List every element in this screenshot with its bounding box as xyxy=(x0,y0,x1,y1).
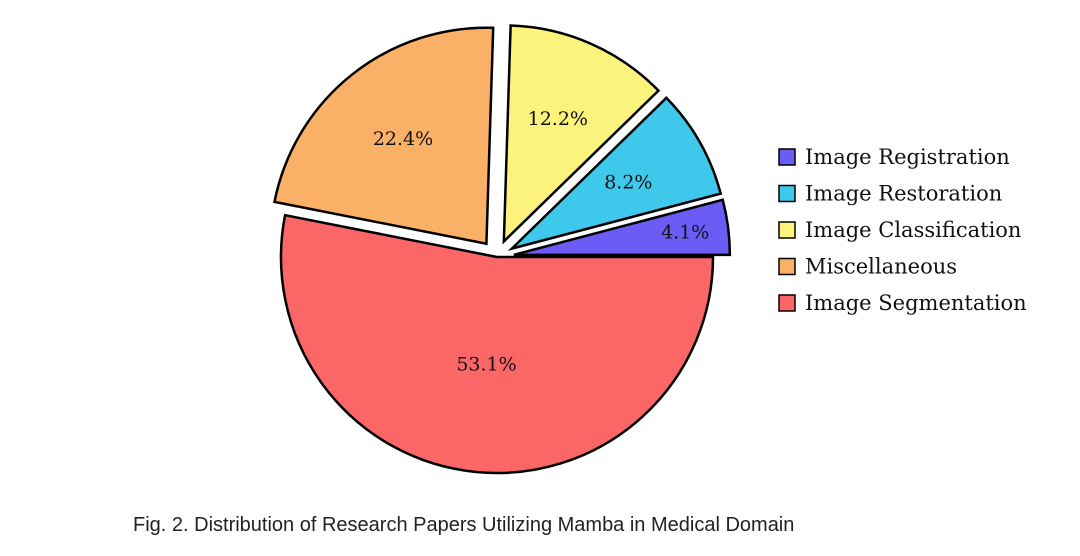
slice-label-image-restoration: 8.2% xyxy=(604,172,652,194)
pie-slice-image-segmentation xyxy=(279,213,715,475)
legend: Image Registration Image Restoration Image… xyxy=(778,145,1027,315)
pie-slice-miscellaneous xyxy=(273,26,495,246)
pie-chart: 4.1% 8.2% 12.2% 22.4% 53.1% Image Registratio… xyxy=(273,24,1027,475)
legend-swatch-miscellaneous xyxy=(778,257,796,276)
legend-swatch-image-classification xyxy=(778,221,796,239)
legend-label-image-segmentation: Image Segmentation xyxy=(805,291,1027,315)
legend-label-miscellaneous: Miscellaneous xyxy=(805,255,957,279)
slice-label-miscellaneous: 22.4% xyxy=(373,128,433,150)
slice-label-image-registration: 4.1% xyxy=(661,222,709,244)
slice-label-image-segmentation: 53.1% xyxy=(456,353,516,375)
legend-label-image-registration: Image Registration xyxy=(805,145,1010,169)
legend-swatch-image-registration xyxy=(778,148,796,166)
figure-caption: Fig. 2. Distribution of Research Papers … xyxy=(133,514,795,536)
legend-label-image-restoration: Image Restoration xyxy=(805,182,1002,206)
legend-swatch-image-restoration xyxy=(778,184,796,203)
pie-slice-image-restoration xyxy=(507,96,723,252)
pie-slice-image-registration xyxy=(513,198,732,257)
legend-label-image-classification: Image Classification xyxy=(805,218,1021,242)
pie-slice-image-classification xyxy=(502,24,661,245)
slice-label-image-classification: 12.2% xyxy=(528,108,588,130)
legend-swatch-image-segmentation xyxy=(778,294,796,312)
pie-chart-svg: 4.1% 8.2% 12.2% 22.4% 53.1% Image Registratio… xyxy=(273,24,1027,475)
